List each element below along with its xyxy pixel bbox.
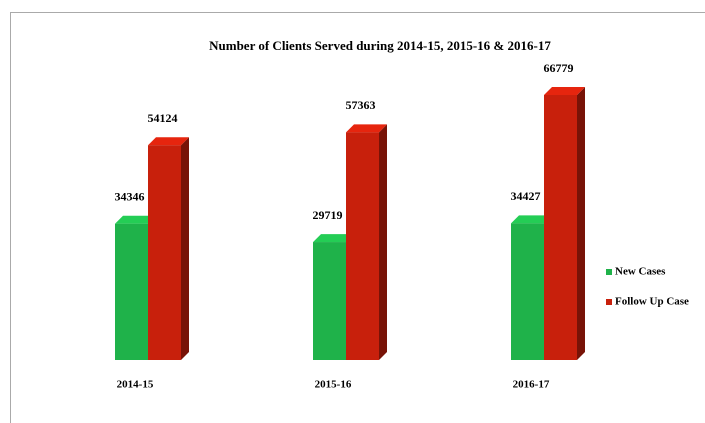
- data-label: 57363: [346, 98, 376, 112]
- data-label: 66779: [544, 61, 574, 75]
- bar-top: [511, 215, 552, 224]
- bar-top: [346, 124, 387, 133]
- bar-top: [313, 234, 354, 243]
- bar-side: [379, 124, 387, 361]
- bar: [313, 242, 346, 360]
- x-tick-label: 2015-16: [315, 379, 352, 391]
- data-label: 29719: [313, 208, 343, 222]
- x-tick-label: 2014-15: [117, 379, 154, 391]
- bar: [346, 132, 379, 360]
- chart-title: Number of Clients Served during 2014-15,…: [209, 38, 551, 53]
- legend-label: New Cases: [615, 266, 666, 278]
- legend-swatch: [606, 299, 612, 305]
- bar: [511, 223, 544, 360]
- bar-top: [544, 87, 585, 95]
- bar-side: [181, 137, 189, 360]
- data-label: 34427: [511, 189, 541, 203]
- bar-top: [115, 215, 156, 224]
- legend-swatch: [606, 269, 612, 275]
- bar: [544, 95, 577, 360]
- x-tick-label: 2016-17: [513, 379, 550, 391]
- data-label: 54124: [148, 111, 178, 125]
- data-label: 34346: [115, 189, 145, 203]
- bar: [148, 145, 181, 360]
- bar-side: [577, 87, 585, 360]
- legend-label: Follow Up Case: [615, 296, 689, 308]
- bar-top: [148, 137, 189, 146]
- bar: [115, 223, 148, 360]
